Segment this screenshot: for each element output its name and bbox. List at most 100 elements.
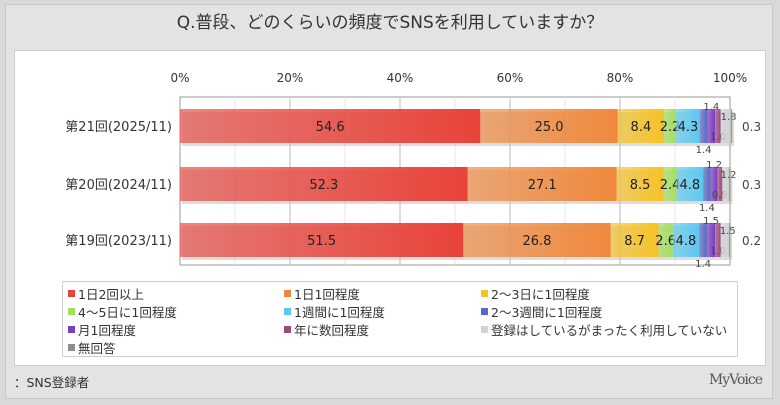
bar-segment-9 — [720, 109, 731, 143]
x-tick-label: 20% — [277, 71, 304, 85]
x-tick-label: 40% — [387, 71, 414, 85]
legend-item: 1週間に1回程度 — [284, 302, 385, 321]
x-tick-label: 0% — [170, 71, 189, 85]
bar-segment-1 — [180, 223, 464, 257]
bar-segment-4 — [664, 109, 677, 143]
data-label: 1.0 — [710, 246, 726, 257]
bar-segment-2 — [467, 167, 617, 201]
bar-shadow — [732, 112, 735, 146]
data-label: 52.3 — [309, 178, 338, 193]
data-label: 4.8 — [676, 234, 697, 249]
legend-swatch — [68, 308, 75, 315]
bar-segment-9 — [720, 223, 729, 257]
legend-label: 2～3日に1回程度 — [491, 287, 590, 302]
legend: 1日2回以上 1日1回程度 2～3日に1回程度 4～5日に1回程度 1週間に1回程度 2～… — [62, 281, 738, 357]
data-label: 2.2 — [660, 120, 681, 135]
data-label: 26.8 — [522, 234, 551, 249]
data-label: 25.0 — [535, 120, 564, 135]
legend-item: 年に数回程度 — [284, 320, 369, 339]
bar-segment-5 — [676, 109, 700, 143]
x-tick-label: 80% — [607, 71, 634, 85]
legend-swatch — [481, 308, 488, 315]
data-label: 8.7 — [624, 234, 645, 249]
bar-shadow — [730, 226, 732, 260]
legend-swatch — [68, 326, 75, 333]
bar-segment-10 — [728, 167, 731, 201]
chart-title: Q.普段、どのくらいの頻度でSNSを利用していますか？ — [176, 13, 604, 33]
legend-label: 年に数回程度 — [294, 323, 370, 338]
bar-segment-1 — [180, 167, 468, 201]
bar-segment-2 — [463, 223, 611, 257]
data-label: 4.8 — [680, 178, 701, 193]
bar-segment-3 — [617, 109, 664, 143]
legend-swatch — [481, 326, 488, 333]
legend-swatch — [68, 344, 75, 351]
bar-segment-1 — [180, 109, 481, 143]
legend-label: 2～3週間に1回程度 — [491, 305, 603, 320]
data-label: 8.4 — [631, 120, 652, 135]
data-label: 2.6 — [655, 234, 676, 249]
myvoice-logo: MyVoice — [708, 372, 763, 388]
legend-item: 4～5日に1回程度 — [68, 302, 177, 321]
legend-swatch — [284, 308, 291, 315]
legend-item: 1日1回程度 — [284, 284, 360, 303]
data-label: 8.5 — [630, 178, 651, 193]
legend-label: 月1回程度 — [78, 323, 136, 338]
data-label: 0.3 — [742, 120, 761, 134]
bar-segment-6 — [699, 109, 708, 143]
legend-swatch — [68, 290, 75, 297]
legend-label: 登録はしているがまったく利用していない — [491, 323, 728, 338]
data-label: 1.4 — [695, 259, 711, 270]
bar-segment-10 — [730, 109, 733, 143]
legend-label: 4～5日に1回程度 — [78, 305, 177, 320]
category-label: 第19回(2023/11) — [65, 234, 172, 249]
legend-item: 2～3日に1回程度 — [481, 284, 590, 303]
data-label: 4.3 — [678, 120, 699, 135]
data-label: 2.4 — [660, 178, 681, 193]
legend-swatch — [481, 290, 488, 297]
data-label: 51.5 — [307, 234, 336, 249]
bar-segment-6 — [699, 223, 707, 257]
data-label: 1.4 — [703, 102, 719, 113]
bar-segment-7 — [710, 167, 718, 201]
category-label: 第20回(2024/11) — [65, 178, 172, 193]
legend-item: 月1回程度 — [68, 320, 136, 339]
legend-item: 無回答 — [68, 338, 116, 357]
data-label: 54.6 — [316, 120, 345, 135]
data-label: 1.2 — [721, 170, 737, 181]
bar-segment-10 — [728, 223, 730, 257]
bar-segment-6 — [703, 167, 711, 201]
bar-segment-4 — [663, 167, 677, 201]
data-label: 1.5 — [720, 226, 736, 237]
data-label: 0.9 — [712, 190, 728, 201]
x-tick-label: 100% — [713, 71, 747, 85]
bar-segment-3 — [616, 167, 664, 201]
category-label: 第21回(2025/11) — [65, 120, 172, 135]
legend-swatch — [284, 326, 291, 333]
legend-item: 1日2回以上 — [68, 284, 144, 303]
x-tick-label: 60% — [497, 71, 524, 85]
data-label: 0.3 — [742, 178, 761, 192]
bar-segment-4 — [658, 223, 673, 257]
data-label: 27.1 — [528, 178, 557, 193]
bar-segment-3 — [610, 223, 659, 257]
legend-label: 1日1回程度 — [294, 287, 360, 302]
bar-segment-5 — [672, 223, 700, 257]
legend-label: 1週間に1回程度 — [294, 305, 385, 320]
data-label: 1.8 — [721, 112, 737, 123]
data-label: 1.4 — [699, 203, 715, 214]
data-label: 0.2 — [742, 234, 761, 248]
data-label: 1.2 — [706, 160, 722, 171]
footnote: ：SNS登録者 — [14, 375, 90, 390]
bar-segment-2 — [480, 109, 618, 143]
legend-item: 登録はしているがまったく利用していない — [481, 320, 727, 339]
bar-segment-9 — [722, 167, 729, 201]
data-label: 1.5 — [703, 216, 719, 227]
bar-segment-5 — [676, 167, 704, 201]
bar-segment-8 — [717, 167, 723, 201]
bar-shadow — [730, 170, 733, 204]
bar-segment-7 — [706, 223, 716, 257]
data-label: 1.4 — [696, 145, 712, 156]
bar-segment-7 — [707, 109, 716, 143]
